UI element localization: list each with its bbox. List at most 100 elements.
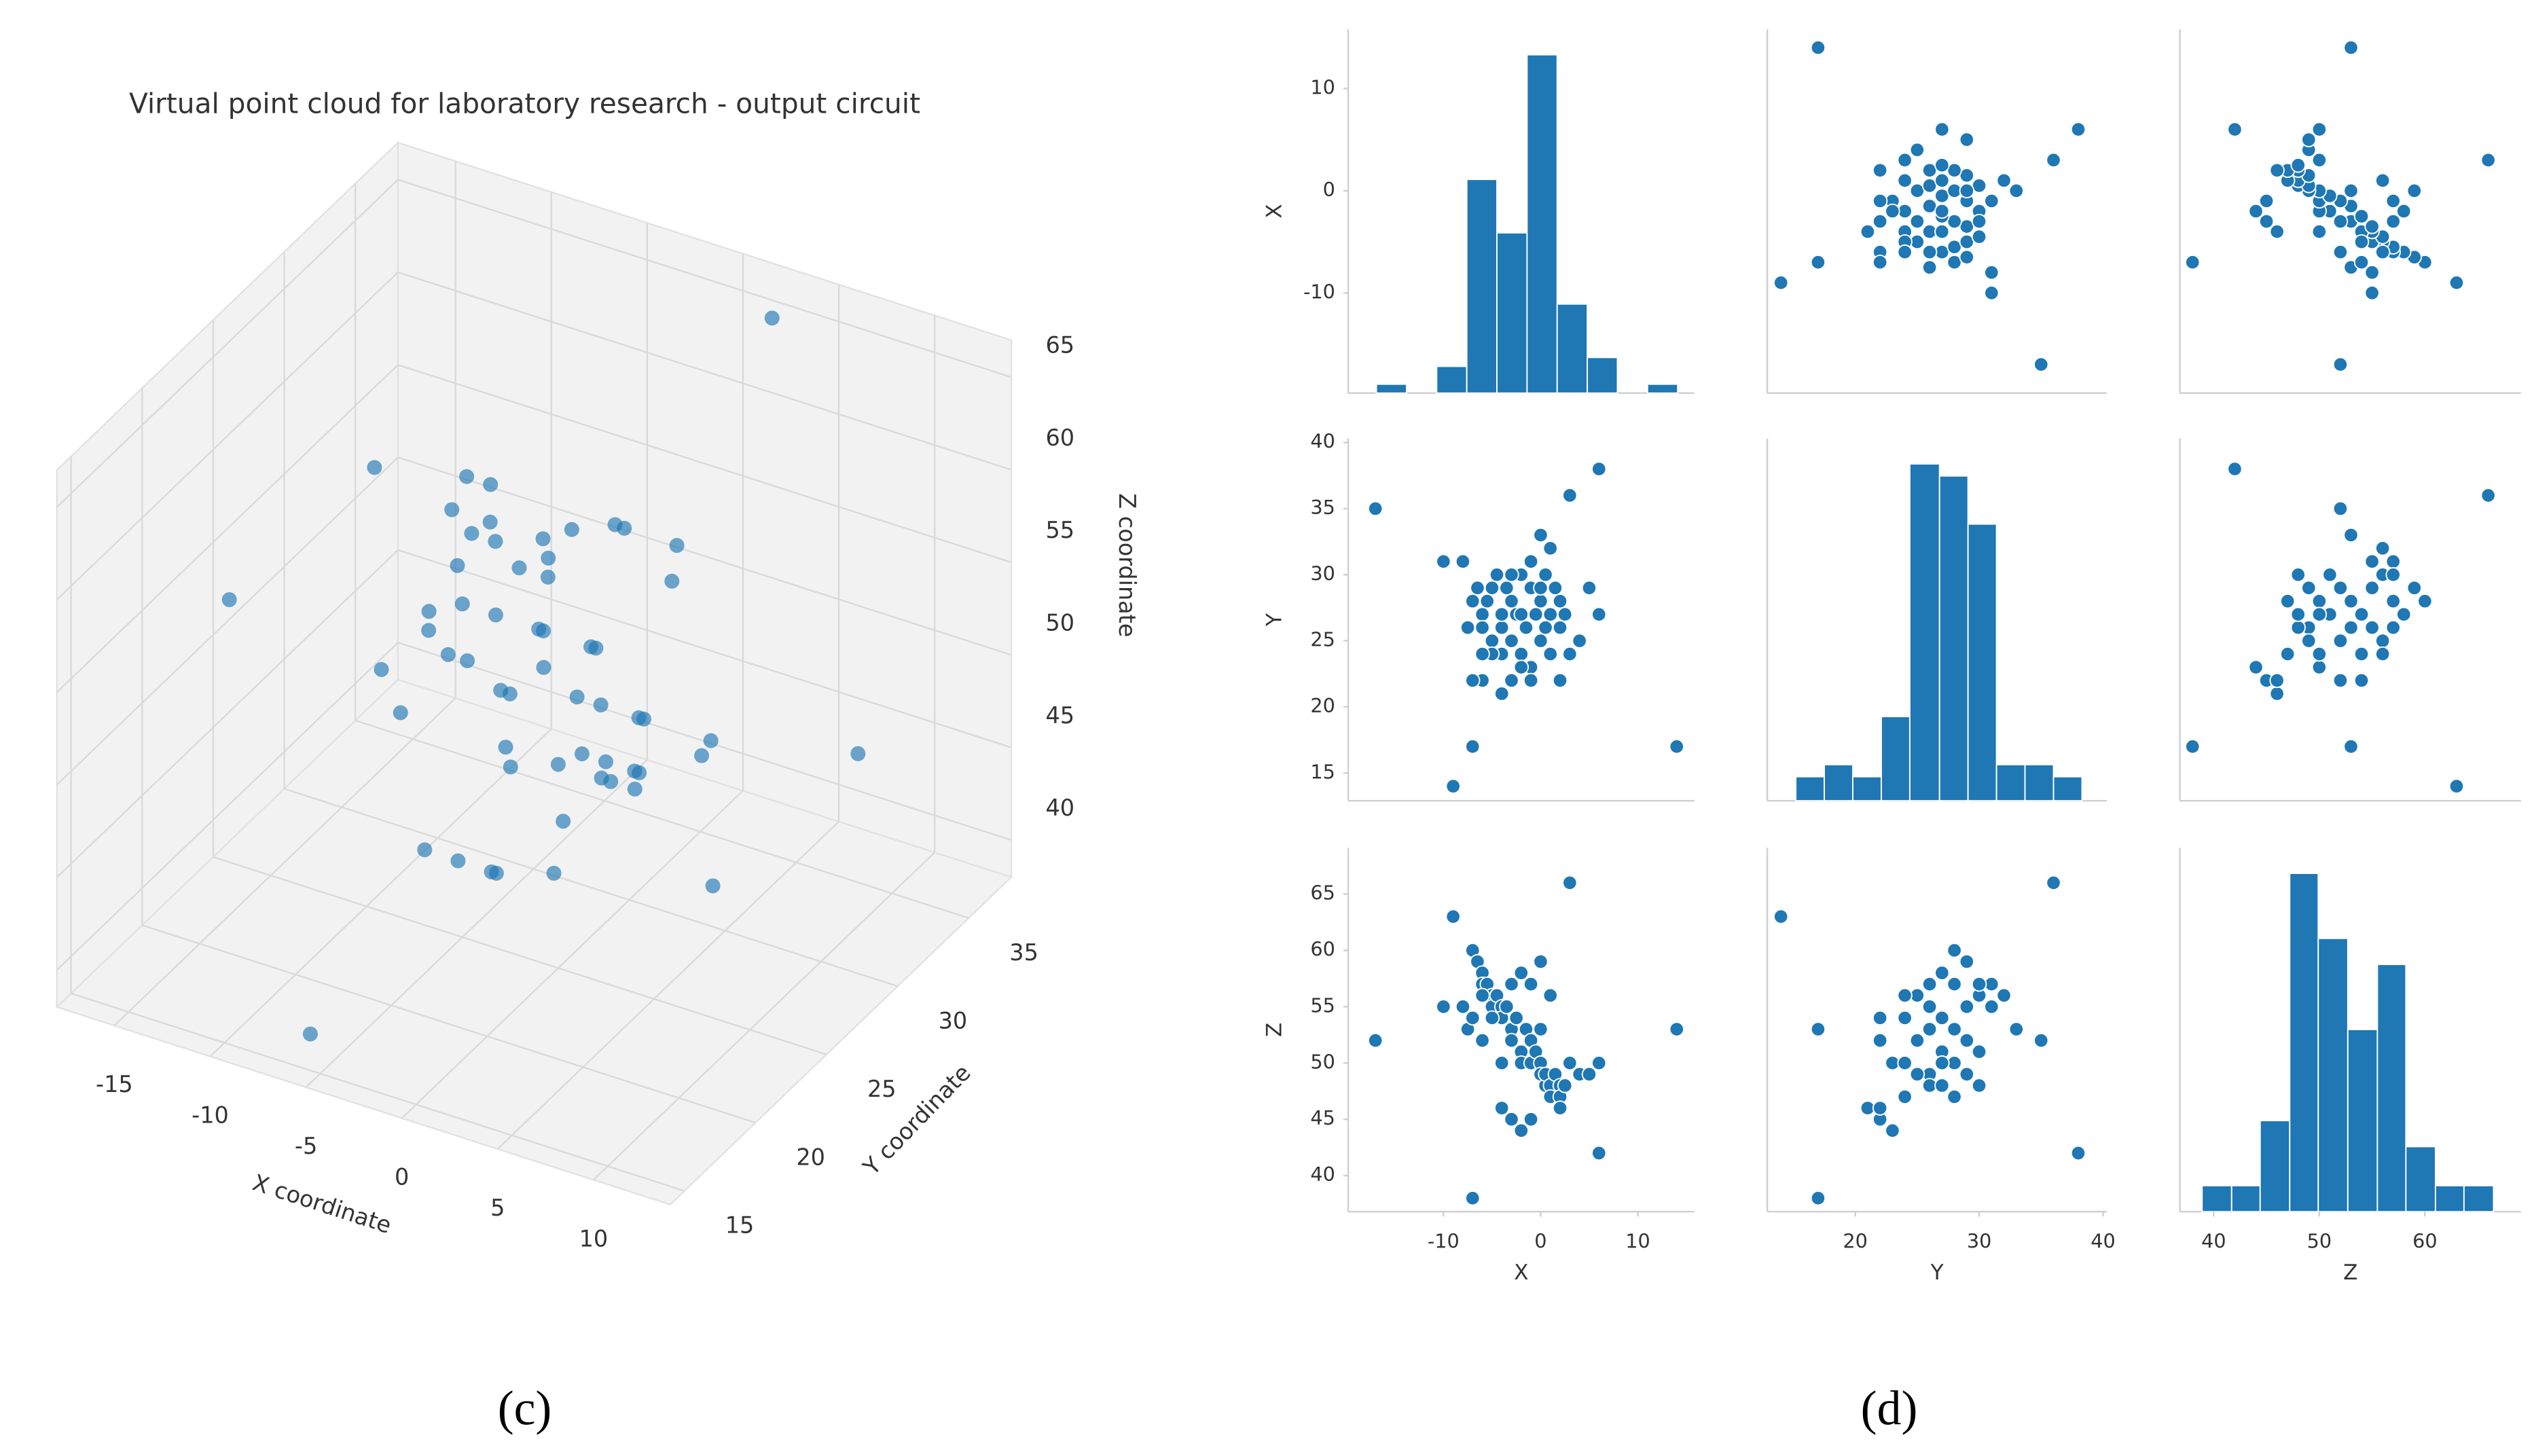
x-tick-label: 0 <box>395 1163 409 1190</box>
grid-line <box>56 364 399 693</box>
point <box>2374 244 2391 260</box>
grid-line <box>401 790 744 1119</box>
point <box>1971 976 1987 992</box>
grid-line <box>56 456 399 786</box>
point <box>1872 162 1888 179</box>
point <box>593 697 609 713</box>
point <box>1542 541 1558 556</box>
y-tick-label: 30 <box>939 1007 968 1034</box>
point <box>1504 1032 1519 1049</box>
histogram-bar <box>2405 1146 2436 1213</box>
point <box>1538 567 1553 583</box>
y-tick-label: 10 <box>1310 75 1335 98</box>
point <box>1959 183 1975 199</box>
point <box>1984 193 1999 209</box>
histogram-bar <box>2230 1184 2261 1213</box>
point <box>1934 203 1950 219</box>
point <box>574 746 590 762</box>
histogram-bar <box>2347 1029 2378 1213</box>
x-tick-label: 10 <box>579 1225 609 1252</box>
point <box>2258 193 2275 209</box>
point <box>636 711 651 727</box>
point <box>1860 223 1876 240</box>
y-tick-label: 40 <box>1310 430 1335 453</box>
grid-line <box>397 456 1012 656</box>
point <box>1513 646 1530 662</box>
point <box>1499 999 1515 1015</box>
point <box>2448 778 2465 794</box>
point <box>1934 1078 1950 1093</box>
point <box>460 653 475 668</box>
grid-line <box>141 924 756 1124</box>
point <box>1959 953 1975 970</box>
y-tick-label: 20 <box>1310 694 1335 717</box>
point <box>1959 1066 1975 1082</box>
y-axis-label: Z <box>1262 1023 1286 1037</box>
point <box>2332 357 2349 372</box>
point <box>2311 122 2328 137</box>
point <box>850 746 866 761</box>
point <box>2290 619 2306 636</box>
point <box>1523 1111 1539 1127</box>
point <box>1489 567 1505 583</box>
point <box>2343 39 2359 56</box>
point <box>2343 739 2359 754</box>
point <box>2290 567 2306 583</box>
point <box>1367 1032 1383 1049</box>
grid-line <box>397 549 1012 748</box>
point <box>2290 606 2306 622</box>
grid-line <box>213 856 827 1055</box>
point <box>2301 580 2317 596</box>
y-tick-label: 60 <box>1310 937 1335 960</box>
point <box>1542 987 1558 1004</box>
z-tick-label: 55 <box>1046 517 1075 543</box>
point <box>1533 527 1549 543</box>
y-tick-label: 40 <box>1310 1163 1335 1186</box>
point <box>2311 659 2328 675</box>
histogram-bar <box>1852 776 1882 802</box>
histogram-bar <box>2463 1184 2495 1213</box>
point <box>1504 633 1519 649</box>
point <box>1909 1032 1925 1049</box>
point <box>464 526 479 541</box>
histogram-bar <box>1466 179 1498 394</box>
point <box>1523 976 1539 992</box>
point <box>1921 1021 1938 1037</box>
point <box>1542 646 1558 662</box>
grid-line <box>593 852 935 1181</box>
point <box>2311 593 2328 609</box>
point <box>564 522 579 537</box>
point <box>2332 672 2349 689</box>
x-tick-label: 20 <box>1843 1230 1868 1253</box>
point <box>1552 619 1568 636</box>
point <box>2227 461 2243 477</box>
point <box>450 853 466 869</box>
point <box>2353 646 2370 662</box>
point <box>627 781 642 797</box>
point <box>2008 1021 2025 1037</box>
point <box>1669 1021 1684 1037</box>
histogram-bar <box>1967 523 1997 802</box>
point <box>2290 158 2306 173</box>
x-tick-label: -5 <box>295 1133 317 1159</box>
grid-line <box>56 272 399 600</box>
point <box>1494 606 1510 622</box>
point <box>2385 593 2401 609</box>
point <box>1547 580 1563 596</box>
point <box>2046 152 2061 168</box>
point <box>1465 1190 1481 1206</box>
point <box>1921 244 1938 260</box>
point <box>2480 488 2496 503</box>
histogram-bar <box>1646 383 1679 394</box>
histogram-bar <box>1881 716 1911 802</box>
point <box>1436 553 1451 570</box>
point <box>421 623 437 638</box>
point <box>1934 223 1950 240</box>
point <box>1773 275 1789 291</box>
point <box>1934 172 1950 189</box>
y-tick-label: 35 <box>1310 496 1335 519</box>
grid-line <box>305 759 648 1088</box>
point <box>2269 223 2285 240</box>
point <box>764 310 780 326</box>
